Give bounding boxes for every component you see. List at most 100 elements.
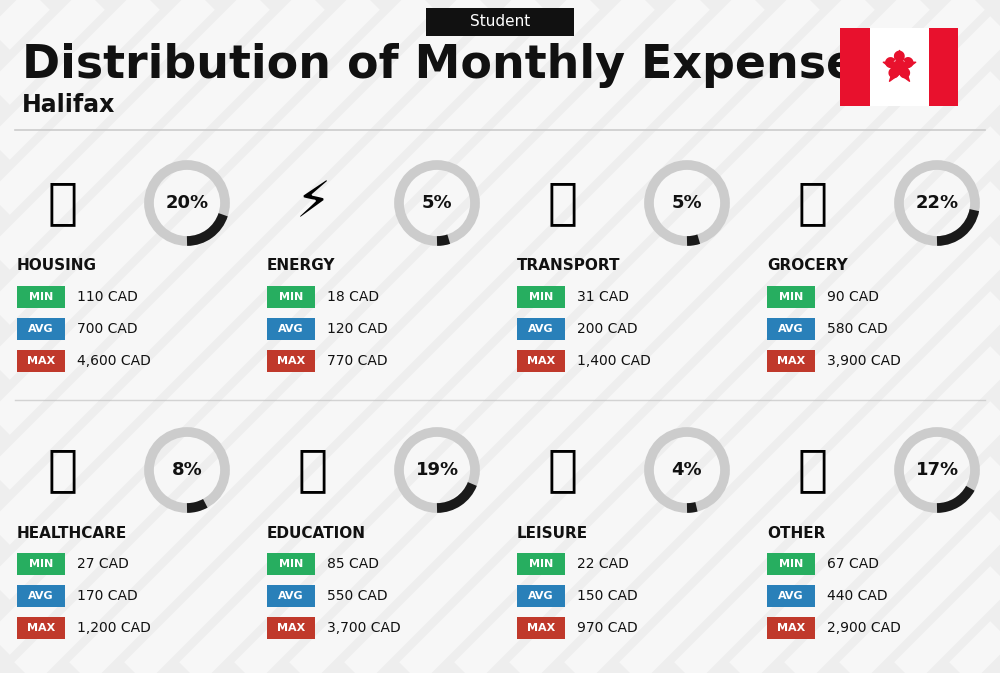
Text: 970 CAD: 970 CAD <box>577 621 638 635</box>
Text: ⚡: ⚡ <box>295 179 331 227</box>
Text: 3,900 CAD: 3,900 CAD <box>827 354 901 368</box>
Text: 3,700 CAD: 3,700 CAD <box>327 621 401 635</box>
Text: MIN: MIN <box>279 292 303 302</box>
Text: 🛍: 🛍 <box>548 446 578 494</box>
Text: 67 CAD: 67 CAD <box>827 557 879 571</box>
Bar <box>17 617 65 639</box>
Text: 22 CAD: 22 CAD <box>577 557 629 571</box>
Bar <box>267 617 315 639</box>
Text: 90 CAD: 90 CAD <box>827 290 879 304</box>
Text: 27 CAD: 27 CAD <box>77 557 129 571</box>
Text: AVG: AVG <box>278 591 304 601</box>
Text: 8%: 8% <box>172 461 202 479</box>
Text: TRANSPORT: TRANSPORT <box>517 258 620 273</box>
Text: GROCERY: GROCERY <box>767 258 848 273</box>
Bar <box>767 286 815 308</box>
Bar <box>267 318 315 340</box>
Text: HOUSING: HOUSING <box>17 258 97 273</box>
Text: MAX: MAX <box>27 623 55 633</box>
Text: 85 CAD: 85 CAD <box>327 557 379 571</box>
Text: 🛒: 🛒 <box>798 179 828 227</box>
Bar <box>767 617 815 639</box>
Text: 🎓: 🎓 <box>298 446 328 494</box>
Text: 🩺: 🩺 <box>48 446 78 494</box>
Text: 20%: 20% <box>165 194 209 212</box>
Text: ✿: ✿ <box>883 48 915 86</box>
Text: MAX: MAX <box>777 623 805 633</box>
Text: MAX: MAX <box>527 623 555 633</box>
Text: AVG: AVG <box>778 591 804 601</box>
Text: MAX: MAX <box>27 356 55 366</box>
Text: 5%: 5% <box>672 194 702 212</box>
Text: 👜: 👜 <box>798 446 828 494</box>
Text: 770 CAD: 770 CAD <box>327 354 388 368</box>
Text: Student: Student <box>470 15 530 30</box>
Bar <box>517 350 565 372</box>
Bar <box>517 617 565 639</box>
Text: Halifax: Halifax <box>22 93 115 117</box>
Text: 22%: 22% <box>915 194 959 212</box>
Bar <box>517 286 565 308</box>
Text: MIN: MIN <box>29 559 53 569</box>
Text: MAX: MAX <box>527 356 555 366</box>
Bar <box>767 318 815 340</box>
Text: AVG: AVG <box>278 324 304 334</box>
Bar <box>767 553 815 575</box>
Text: AVG: AVG <box>778 324 804 334</box>
Text: Distribution of Monthly Expenses: Distribution of Monthly Expenses <box>22 42 884 87</box>
Text: LEISURE: LEISURE <box>517 526 588 540</box>
Text: MAX: MAX <box>777 356 805 366</box>
Bar <box>426 8 574 36</box>
Text: MIN: MIN <box>29 292 53 302</box>
Text: 1,200 CAD: 1,200 CAD <box>77 621 151 635</box>
Text: 170 CAD: 170 CAD <box>77 589 138 603</box>
Bar <box>17 585 65 607</box>
Text: 550 CAD: 550 CAD <box>327 589 388 603</box>
Text: 4,600 CAD: 4,600 CAD <box>77 354 151 368</box>
Text: 150 CAD: 150 CAD <box>577 589 638 603</box>
Bar <box>267 585 315 607</box>
Bar <box>517 318 565 340</box>
Text: OTHER: OTHER <box>767 526 825 540</box>
Bar <box>267 553 315 575</box>
Bar <box>17 318 65 340</box>
Text: 19%: 19% <box>415 461 459 479</box>
Text: AVG: AVG <box>28 591 54 601</box>
Text: MAX: MAX <box>277 356 305 366</box>
Text: AVG: AVG <box>528 591 554 601</box>
Bar <box>17 286 65 308</box>
Bar <box>767 585 815 607</box>
Bar <box>17 350 65 372</box>
Text: EDUCATION: EDUCATION <box>267 526 366 540</box>
Text: 120 CAD: 120 CAD <box>327 322 388 336</box>
Text: MAX: MAX <box>277 623 305 633</box>
Text: 18 CAD: 18 CAD <box>327 290 379 304</box>
Text: AVG: AVG <box>528 324 554 334</box>
Text: HEALTHCARE: HEALTHCARE <box>17 526 127 540</box>
Text: 4%: 4% <box>672 461 702 479</box>
Text: 17%: 17% <box>915 461 959 479</box>
Text: AVG: AVG <box>28 324 54 334</box>
Bar <box>267 286 315 308</box>
Text: 110 CAD: 110 CAD <box>77 290 138 304</box>
Bar <box>840 28 870 106</box>
Point <box>891 62 907 73</box>
Text: MIN: MIN <box>529 292 553 302</box>
Bar <box>267 350 315 372</box>
Text: ENERGY: ENERGY <box>267 258 336 273</box>
Text: 1,400 CAD: 1,400 CAD <box>577 354 651 368</box>
Text: MIN: MIN <box>779 559 803 569</box>
Bar <box>928 28 958 106</box>
Bar <box>840 28 958 106</box>
Text: 5%: 5% <box>422 194 452 212</box>
Text: 🏢: 🏢 <box>48 179 78 227</box>
Text: 700 CAD: 700 CAD <box>77 322 138 336</box>
Text: 2,900 CAD: 2,900 CAD <box>827 621 901 635</box>
Text: 200 CAD: 200 CAD <box>577 322 638 336</box>
Bar <box>767 350 815 372</box>
Text: 31 CAD: 31 CAD <box>577 290 629 304</box>
Text: MIN: MIN <box>279 559 303 569</box>
Bar <box>517 585 565 607</box>
Text: MIN: MIN <box>779 292 803 302</box>
Text: MIN: MIN <box>529 559 553 569</box>
